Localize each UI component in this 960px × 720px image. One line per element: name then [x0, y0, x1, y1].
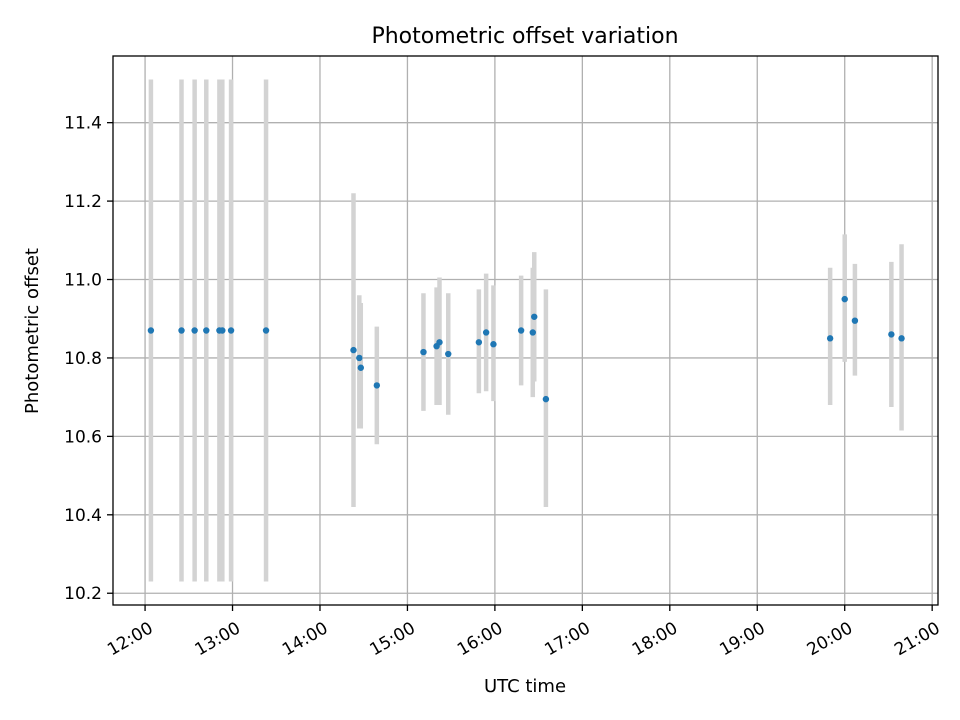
- data-point: [227, 327, 235, 334]
- y-tick-label: 11.2: [64, 192, 102, 212]
- data-point: [203, 327, 210, 334]
- y-axis-label: Photometric offset: [22, 248, 43, 414]
- data-point: [482, 329, 490, 336]
- data-point: [357, 364, 364, 371]
- y-tick-label: 11.4: [64, 114, 102, 134]
- data-point: [262, 327, 270, 334]
- data-point: [178, 327, 185, 334]
- x-tick-label: 17:00: [541, 618, 593, 660]
- x-tick-label: 19:00: [716, 618, 768, 660]
- data-point: [373, 382, 381, 389]
- data-point: [445, 350, 452, 358]
- x-tick-label: 14:00: [279, 618, 331, 660]
- data-point: [841, 295, 848, 303]
- data-point: [219, 327, 226, 334]
- y-tick-label: 10.6: [64, 427, 102, 447]
- data-point: [898, 335, 905, 342]
- data-point: [356, 354, 363, 362]
- y-tick-label: 10.2: [64, 584, 102, 604]
- data-points: [147, 295, 905, 403]
- data-point: [888, 331, 895, 338]
- data-point: [147, 327, 155, 334]
- plot-frame: [112, 55, 939, 606]
- data-point: [436, 339, 443, 346]
- data-point: [851, 317, 859, 324]
- data-point: [350, 346, 357, 354]
- y-tick-label: 11.0: [64, 271, 102, 291]
- x-tick-label: 13:00: [192, 618, 244, 660]
- x-tick-label: 21:00: [891, 618, 943, 660]
- data-point: [490, 341, 497, 348]
- x-tick-label: 18:00: [629, 618, 681, 660]
- data-point: [826, 335, 834, 342]
- data-point: [529, 329, 536, 336]
- x-tick-label: 15:00: [366, 618, 418, 660]
- chart-title: Photometric offset variation: [371, 24, 678, 49]
- x-tick-label: 16:00: [454, 618, 506, 660]
- x-tick-label: 20:00: [804, 618, 856, 660]
- x-axis-label: UTC time: [484, 676, 566, 697]
- data-point: [191, 327, 198, 334]
- data-point: [531, 313, 538, 320]
- data-point: [542, 395, 550, 403]
- y-tick-label: 10.4: [64, 506, 102, 526]
- data-point: [420, 348, 427, 356]
- y-tick-label: 10.8: [64, 349, 102, 369]
- data-point: [517, 327, 525, 334]
- y-axis-ticks: 10.2 10.4 10.6 10.8 11.0 11.2 11.4: [64, 114, 113, 604]
- grid-lines: [113, 56, 938, 605]
- x-axis-ticks: 12:00 13:00 14:00 15:00 16:00 17:00 18:00 19:00…: [104, 605, 944, 660]
- x-tick-label: 12:00: [104, 618, 156, 660]
- data-point: [475, 339, 483, 346]
